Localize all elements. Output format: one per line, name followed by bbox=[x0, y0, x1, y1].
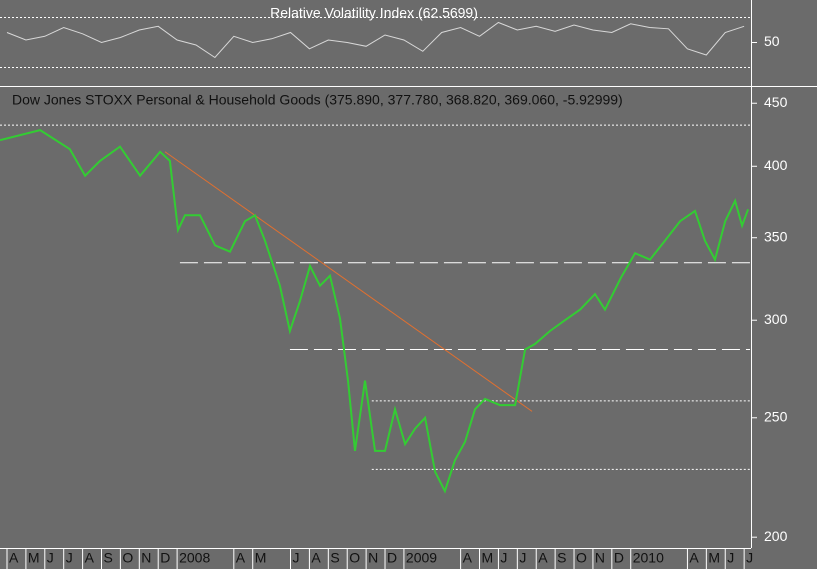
x-tick-label: D bbox=[614, 550, 624, 566]
y-tick-label: 400 bbox=[764, 157, 788, 173]
x-tick-label: M bbox=[708, 550, 720, 566]
x-tick-label: A bbox=[236, 550, 246, 566]
x-tick-label: 2009 bbox=[406, 550, 437, 566]
x-tick-label: J bbox=[746, 550, 753, 566]
x-tick-label: J bbox=[519, 550, 526, 566]
x-tick-label: A bbox=[689, 550, 699, 566]
chart-title: Relative Volatility Index (62.5699) bbox=[270, 5, 478, 21]
x-tick-label: J bbox=[727, 550, 734, 566]
x-tick-label: S bbox=[330, 550, 339, 566]
x-tick-label: N bbox=[368, 550, 378, 566]
y-tick-label: 300 bbox=[764, 311, 788, 327]
data-line bbox=[0, 129, 750, 494]
x-tick-label: M bbox=[28, 550, 40, 566]
data-line bbox=[6, 21, 745, 59]
x-tick-label: J bbox=[293, 550, 300, 566]
x-tick-label: D bbox=[387, 550, 397, 566]
x-tick-label: O bbox=[349, 550, 360, 566]
x-tick-label: A bbox=[9, 550, 19, 566]
y-tick-label: 250 bbox=[764, 408, 788, 424]
x-tick-label: A bbox=[311, 550, 321, 566]
x-tick-label: S bbox=[103, 550, 112, 566]
trend-line bbox=[164, 151, 533, 412]
x-tick-label: N bbox=[141, 550, 151, 566]
x-tick-label: J bbox=[47, 550, 54, 566]
y-tick-label: 50 bbox=[764, 33, 780, 49]
chart-title: Dow Jones STOXX Personal & Household Goo… bbox=[12, 92, 623, 108]
x-tick-label: N bbox=[595, 550, 605, 566]
x-tick-label: A bbox=[85, 550, 95, 566]
y-tick-label: 200 bbox=[764, 528, 788, 544]
x-tick-label: A bbox=[538, 550, 548, 566]
x-tick-label: O bbox=[122, 550, 133, 566]
x-axis-strip bbox=[0, 548, 752, 569]
y-tick-label: 350 bbox=[764, 228, 788, 244]
x-tick-label: J bbox=[66, 550, 73, 566]
x-tick-label: 2008 bbox=[179, 550, 210, 566]
x-tick-label: M bbox=[255, 550, 267, 566]
x-tick-label: A bbox=[463, 550, 473, 566]
y-tick-label: 450 bbox=[764, 94, 788, 110]
x-tick-label: J bbox=[500, 550, 507, 566]
x-tick-label: S bbox=[557, 550, 566, 566]
x-tick-label: M bbox=[482, 550, 494, 566]
x-tick-label: 2010 bbox=[633, 550, 664, 566]
x-tick-label: O bbox=[576, 550, 587, 566]
x-tick-label: D bbox=[160, 550, 170, 566]
